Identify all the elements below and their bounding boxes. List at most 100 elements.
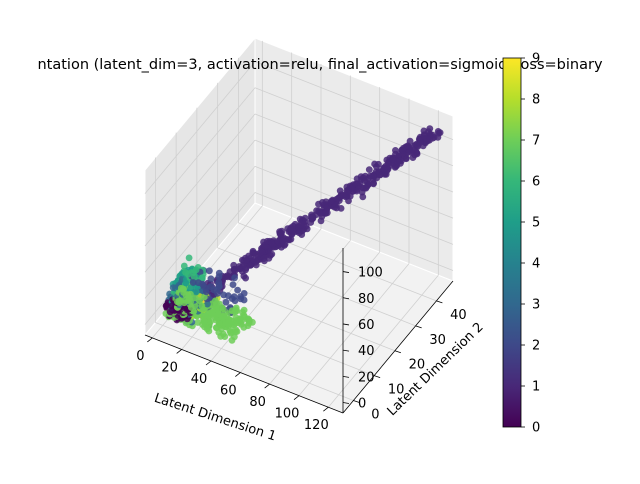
z-grid-leftwall [144, 192, 256, 325]
data-point [317, 210, 325, 217]
data-point [189, 279, 197, 286]
y-tick-label: 40 [450, 308, 467, 323]
data-point [406, 137, 414, 145]
data-point [200, 293, 208, 301]
data-point [240, 290, 248, 297]
y-grid-floor [238, 222, 437, 302]
data-point [391, 164, 399, 171]
y-tick-label: 10 [388, 383, 405, 398]
x-tick-label: 40 [191, 372, 208, 387]
y-tick-mark [436, 300, 443, 304]
data-point [416, 139, 424, 147]
colorbar-gradient [502, 57, 522, 428]
data-point [348, 184, 356, 192]
data-point [392, 150, 399, 158]
data-point [240, 272, 248, 280]
x-grid-floor [269, 251, 380, 385]
y-grid-floor [155, 322, 354, 401]
y-tick-mark [374, 375, 381, 379]
colorbar-tick-label: 0 [532, 421, 540, 436]
z-tick-mark [342, 323, 350, 326]
y-tick-mark [353, 400, 360, 403]
data-point [246, 317, 253, 325]
data-point [182, 291, 190, 299]
y-tick-mark [394, 350, 402, 354]
data-point [215, 283, 223, 290]
data-point [309, 213, 316, 221]
data-point [192, 288, 200, 296]
z-tick-mark [342, 271, 350, 273]
data-point [409, 146, 417, 154]
z-tick-label: 80 [358, 292, 375, 307]
x-axis-line [144, 334, 344, 414]
z-grid-leftwall [144, 113, 256, 247]
data-point [301, 214, 309, 222]
data-point [243, 256, 251, 264]
x-tick-mark [264, 383, 270, 389]
z-grid-backwall [254, 192, 454, 271]
data-point [370, 173, 378, 180]
data-point [238, 317, 245, 325]
data-point [267, 252, 274, 259]
y-tick-label: 20 [409, 358, 426, 373]
data-point [163, 302, 171, 310]
colorbar-tick-label: 3 [532, 298, 540, 313]
data-point [184, 270, 192, 278]
data-point [226, 268, 234, 275]
z-grid-leftwall [144, 139, 256, 273]
data-point [365, 174, 372, 182]
data-point [182, 279, 190, 287]
x-tick-label: 80 [249, 395, 266, 410]
data-point [233, 307, 241, 315]
data-point [279, 237, 287, 245]
chart-title: ntation (latent_dim=3, activation=relu, … [37, 57, 602, 73]
data-point [231, 274, 239, 282]
colorbar-tick-label: 8 [532, 93, 540, 108]
x-tick-mark [147, 337, 153, 343]
data-point [434, 127, 442, 135]
data-point [213, 324, 221, 331]
colorbar-tick-label: 5 [532, 216, 540, 231]
data-point [357, 173, 365, 181]
data-point [232, 328, 240, 336]
z-tick-label: 0 [358, 397, 366, 412]
data-point [219, 305, 227, 313]
data-point [287, 225, 294, 233]
x-tick-mark [293, 395, 300, 400]
z-tick-label: 40 [358, 344, 375, 359]
x-tick-label: 120 [304, 418, 329, 433]
colorbar-ticks: 0 1 2 3 4 5 6 7 8 9 [521, 52, 540, 436]
data-point [204, 300, 211, 308]
x-tick-mark [205, 360, 212, 366]
data-point [375, 160, 382, 168]
data-point [213, 300, 220, 308]
data-point [240, 296, 248, 304]
data-point [327, 197, 335, 205]
data-point [235, 263, 243, 270]
x-tick-label: 20 [161, 360, 178, 375]
z-grid-leftwall [144, 87, 256, 221]
data-point [278, 227, 286, 235]
z-grid-backwall [254, 165, 454, 245]
x-grid-floor [298, 263, 410, 396]
colorbar-tick-label: 9 [532, 52, 540, 67]
data-point [185, 254, 193, 262]
data-point [222, 298, 230, 306]
data-point [231, 297, 239, 305]
data-point [240, 306, 248, 314]
data-point [359, 193, 367, 201]
data-point [219, 330, 227, 338]
data-point [376, 171, 384, 179]
z-tick-mark [342, 402, 350, 404]
z-tick-label: 60 [358, 318, 375, 333]
data-point [295, 224, 303, 232]
data-point [195, 279, 202, 287]
data-point [190, 269, 197, 276]
z-tick-mark [342, 375, 350, 378]
y-axis-line [342, 280, 454, 414]
data-point [420, 132, 428, 140]
data-point [234, 286, 242, 294]
data-point [200, 318, 208, 326]
